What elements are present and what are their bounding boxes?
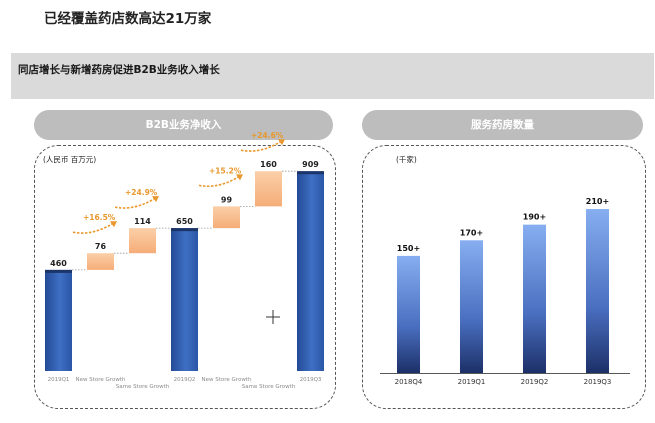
revenue-value-label: 114 xyxy=(134,217,151,226)
growth-arrow xyxy=(72,221,116,234)
growth-arrowhead xyxy=(152,196,159,203)
revenue-chart-title: B2B业务净收入 xyxy=(34,110,333,140)
revenue-total-bar xyxy=(45,269,72,371)
revenue-value-label: 160 xyxy=(260,160,277,169)
revenue-category-label: 2019Q2 xyxy=(174,377,196,383)
pharmacy-category-label: 2018Q4 xyxy=(395,378,423,386)
growth-rate-label: +16.5% xyxy=(83,213,116,222)
growth-arrow xyxy=(198,174,242,188)
revenue-category-label: New Store Growth xyxy=(202,377,252,383)
pharmacy-bar xyxy=(397,255,420,373)
growth-rate-label: +24.9% xyxy=(125,188,158,197)
pharmacy-value-label: 210+ xyxy=(586,197,609,206)
revenue-growth-bar xyxy=(213,206,240,229)
revenue-chart-panel xyxy=(34,145,336,409)
pharmacy-value-label: 150+ xyxy=(397,244,420,253)
revenue-growth-bar xyxy=(129,228,156,254)
revenue-total-bar-cap xyxy=(297,171,324,175)
revenue-category-label: New Store Growth xyxy=(76,377,126,383)
pharmacy-bar xyxy=(523,224,546,373)
revenue-total-bar-cap xyxy=(171,228,198,232)
pharmacy-bar xyxy=(586,209,609,373)
pharmacy-chart-panel xyxy=(362,145,646,409)
revenue-unit-label: (人民币 百万元) xyxy=(43,155,96,164)
page-title: 已经覆盖药店数高达21万家 xyxy=(44,11,212,27)
growth-rate-label: +15.2% xyxy=(209,166,242,175)
revenue-growth-bar xyxy=(87,253,114,270)
pharmacy-value-label: 170+ xyxy=(460,228,483,237)
growth-arrowhead xyxy=(110,221,117,228)
growth-arrow xyxy=(114,196,158,209)
revenue-value-label: 99 xyxy=(221,195,233,204)
revenue-category-label: Same Store Growth xyxy=(242,384,296,390)
growth-rate-label: +24.6% xyxy=(251,131,284,140)
pharmacy-category-label: 2019Q2 xyxy=(521,378,549,386)
revenue-value-label: 76 xyxy=(95,242,107,251)
revenue-value-label: 650 xyxy=(176,217,193,226)
revenue-value-label: 909 xyxy=(302,160,319,169)
pharmacy-unit-label: (千家) xyxy=(396,154,417,164)
revenue-category-label: 2019Q3 xyxy=(300,377,322,383)
revenue-total-bar-cap xyxy=(45,269,72,273)
pharmacy-value-label: 190+ xyxy=(523,213,546,222)
pharmacy-category-label: 2019Q1 xyxy=(458,378,486,386)
pharmacy-chart-title: 服务药房数量 xyxy=(362,110,643,140)
growth-arrow xyxy=(240,139,284,152)
revenue-value-label: 460 xyxy=(50,259,67,268)
pharmacy-bar xyxy=(460,240,483,373)
pharmacy-category-label: 2019Q3 xyxy=(584,378,612,386)
section-banner-text: 同店增长与新增药房促进B2B业务收入增长 xyxy=(18,64,220,76)
revenue-total-bar xyxy=(297,171,324,371)
crosshair-cursor xyxy=(266,310,280,324)
revenue-total-bar xyxy=(171,228,198,371)
revenue-category-label: 2019Q1 xyxy=(48,377,70,383)
revenue-category-label: Same Store Growth xyxy=(116,384,170,390)
growth-arrowhead xyxy=(278,139,285,146)
revenue-growth-bar xyxy=(255,171,282,207)
growth-arrowhead xyxy=(236,174,243,181)
section-banner xyxy=(11,53,654,99)
